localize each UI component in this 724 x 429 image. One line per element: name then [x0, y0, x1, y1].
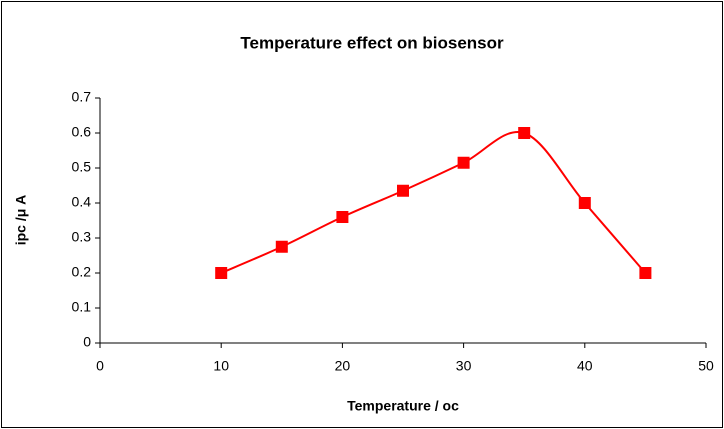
- y-tick-label: 0: [83, 334, 91, 350]
- y-tick-label: 0.6: [72, 124, 92, 140]
- y-tick-label: 0.4: [72, 194, 92, 210]
- x-tick-label: 10: [213, 358, 229, 374]
- y-axis-title: ipc /μ A: [13, 195, 29, 246]
- x-tick-label: 50: [698, 358, 714, 374]
- marker: [639, 267, 652, 279]
- marker: [397, 184, 409, 197]
- y-tick-label: 0.5: [72, 159, 92, 175]
- x-tick-label: 40: [577, 358, 593, 374]
- marker: [518, 127, 531, 139]
- x-axis-title: Temperature / oc: [347, 398, 459, 414]
- marker: [215, 267, 228, 279]
- x-tick-label: 20: [335, 358, 351, 374]
- y-tick-label: 0.3: [72, 229, 92, 245]
- y-tick-label: 0.1: [72, 299, 92, 315]
- x-tick-label: 0: [96, 358, 104, 374]
- marker: [578, 197, 591, 209]
- marker: [275, 240, 288, 253]
- chart-title: Temperature effect on biosensor: [240, 33, 504, 52]
- marker: [457, 156, 470, 169]
- marker: [336, 211, 349, 223]
- x-tick-label: 30: [456, 358, 472, 374]
- y-tick-label: 0.7: [72, 89, 92, 105]
- y-tick-label: 0.2: [72, 264, 92, 280]
